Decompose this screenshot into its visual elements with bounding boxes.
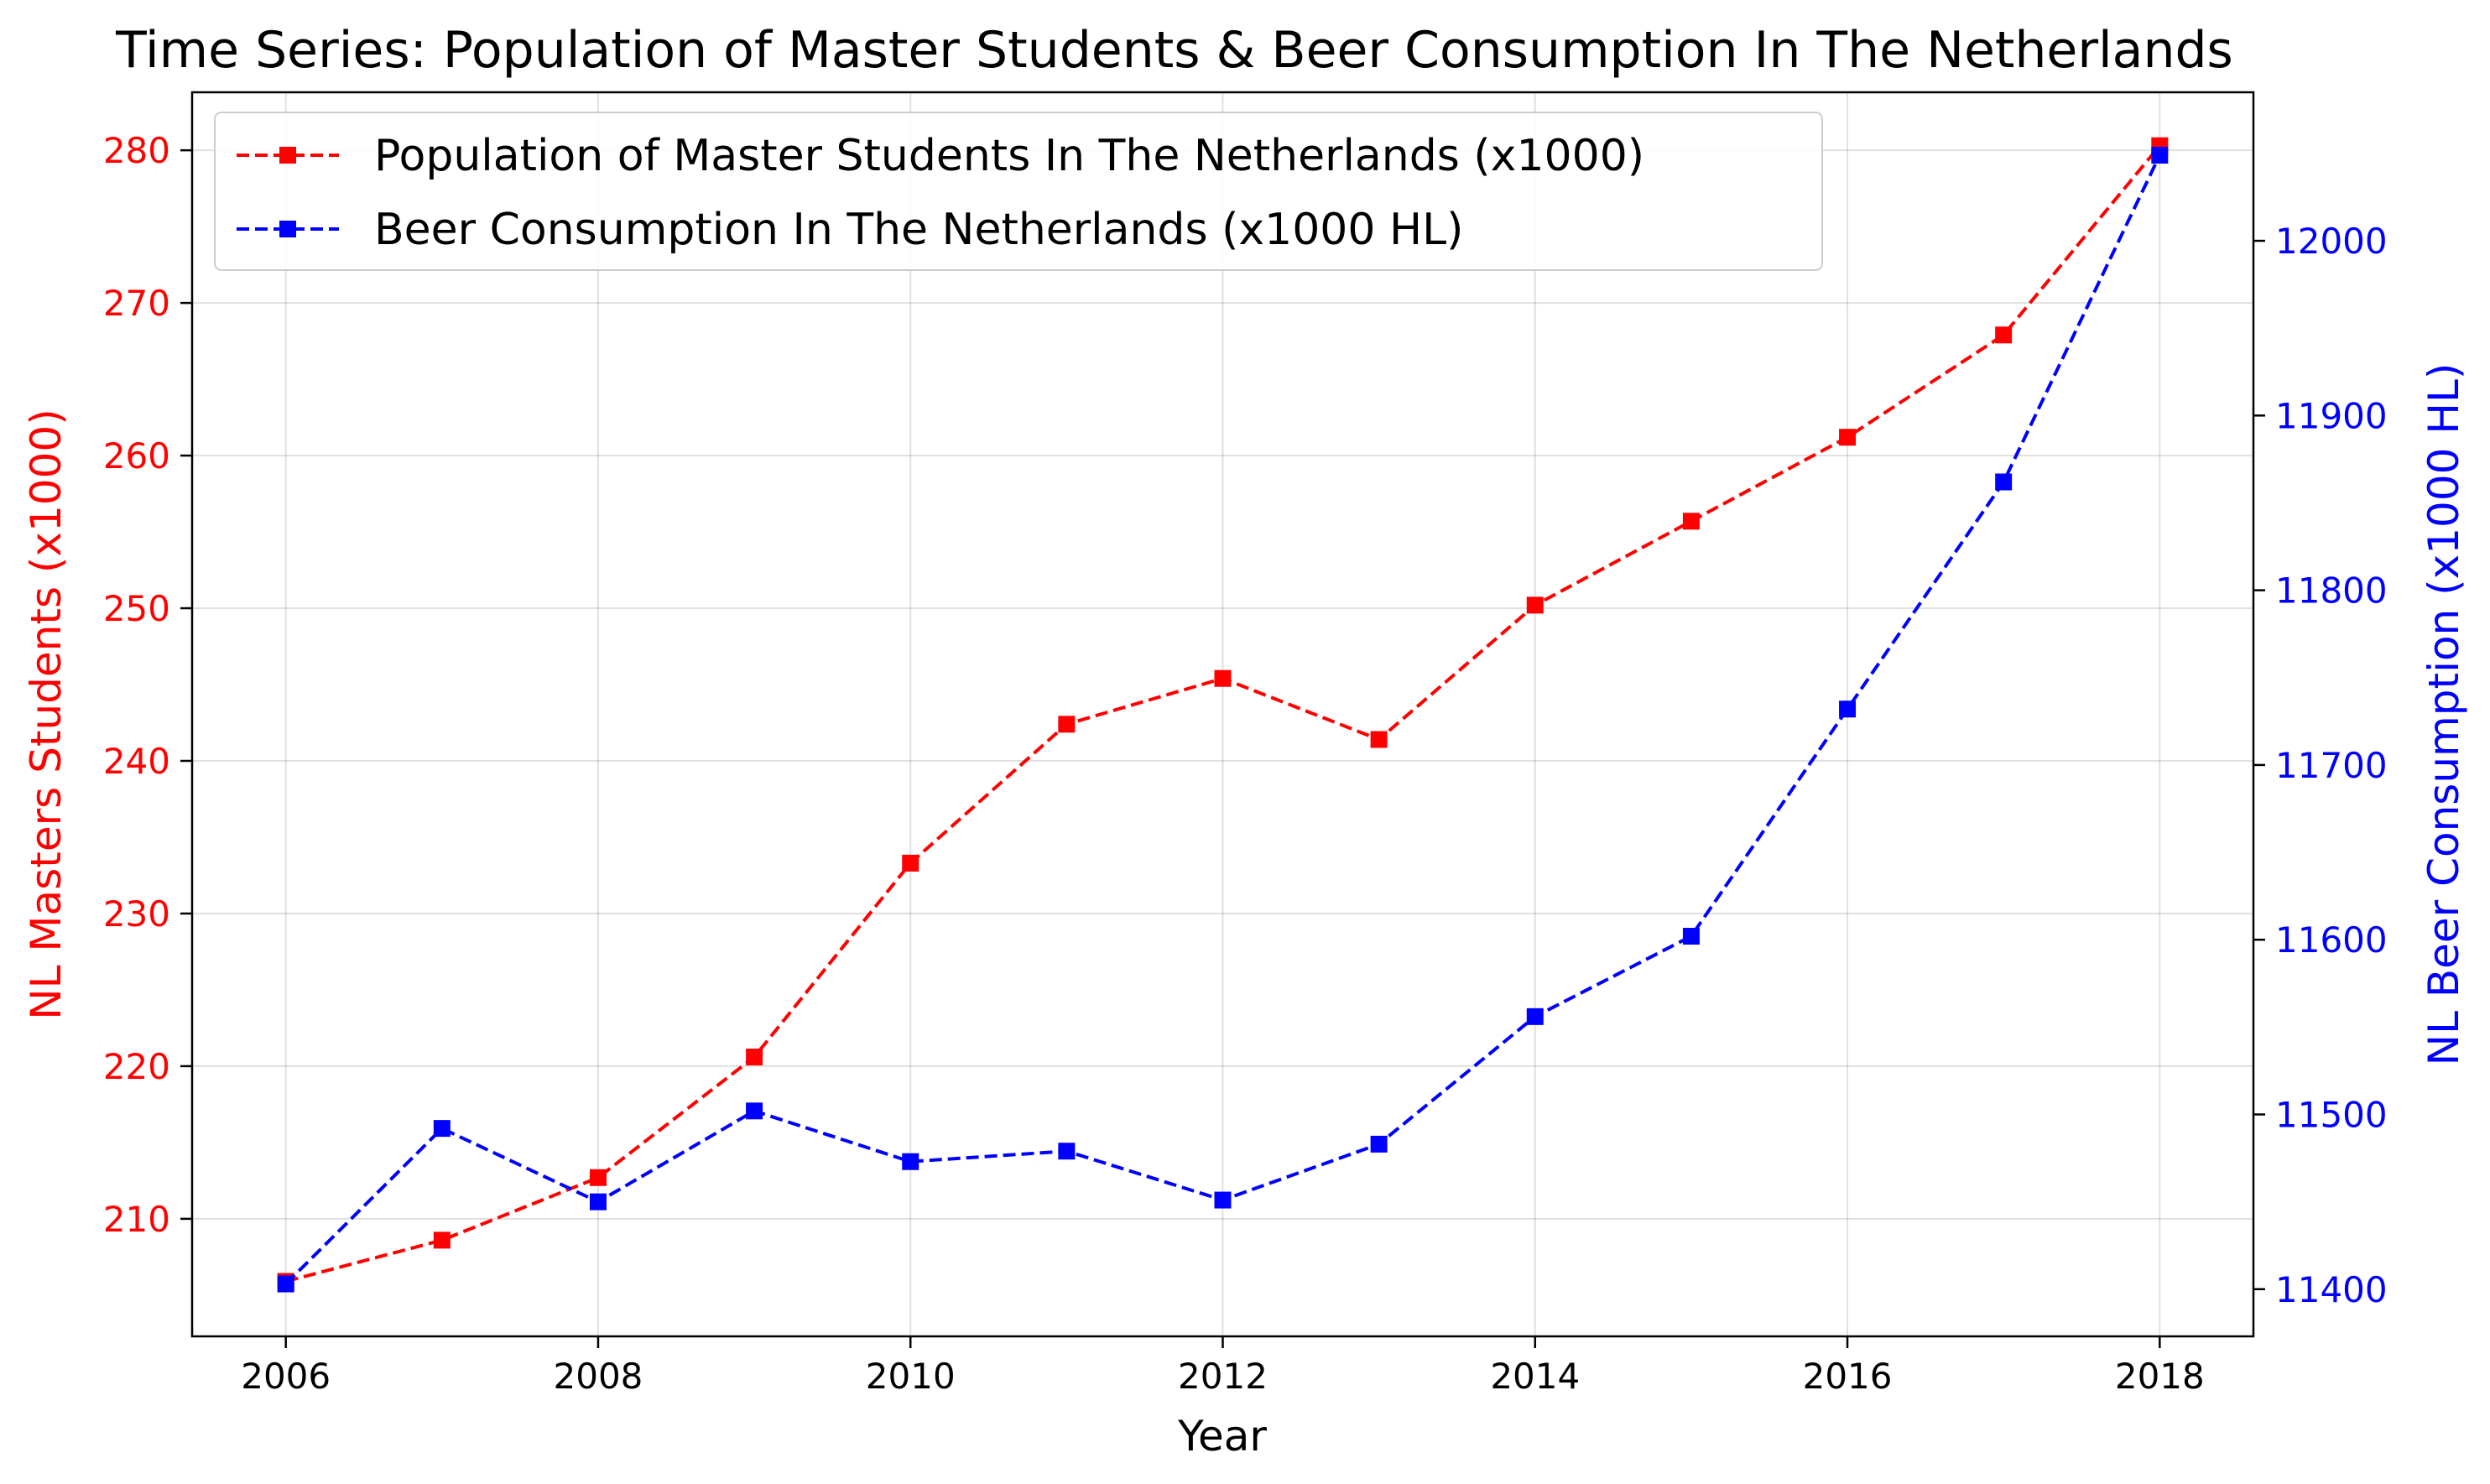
x-tick-label: 2012 — [1178, 1356, 1268, 1397]
data-point — [1526, 1008, 1544, 1025]
right-y-tick-label: 11400 — [2275, 1269, 2388, 1310]
x-tick-label: 2018 — [2115, 1356, 2205, 1397]
data-point — [902, 854, 919, 872]
data-point — [902, 1153, 919, 1170]
left-y-tick-label: 250 — [103, 588, 170, 629]
series-layer — [277, 137, 2169, 1293]
x-tick-label: 2010 — [866, 1356, 956, 1397]
left-y-tick-label: 260 — [103, 435, 170, 476]
left-y-tick-label: 280 — [103, 130, 170, 171]
x-axis-label: Year — [1177, 1412, 1267, 1461]
data-point — [1370, 731, 1388, 748]
legend-marker — [279, 147, 296, 164]
legend-item: Beer Consumption In The Netherlands (x10… — [237, 205, 1463, 255]
left-y-tick-label: 230 — [103, 893, 170, 935]
data-point — [433, 1231, 451, 1249]
legend-label: Population of Master Students In The Net… — [374, 131, 1644, 181]
data-point — [1058, 1143, 1076, 1160]
right-y-axis-label: NL Beer Consumption (x1000 HL) — [2420, 363, 2468, 1066]
data-point — [1682, 513, 1700, 530]
x-tick-label: 2006 — [241, 1356, 331, 1397]
data-point — [1839, 429, 1857, 446]
data-point — [433, 1120, 451, 1138]
legend-label: Beer Consumption In The Netherlands (x10… — [374, 205, 1463, 255]
right-y-tick-label: 11600 — [2275, 919, 2388, 961]
data-point — [746, 1102, 763, 1120]
data-point — [1214, 669, 1232, 687]
left-y-axis-label: NL Masters Students (x1000) — [22, 409, 70, 1019]
right-y-tick-label: 11500 — [2275, 1094, 2388, 1135]
data-point — [2151, 146, 2169, 164]
x-axis-ticks: 2006 2008 2010 2012 2014 2016 2018 — [241, 1336, 2205, 1397]
legend-marker — [279, 221, 296, 237]
right-y-axis-ticks: 11400 11500 11600 11700 11800 11900 12000 — [2253, 221, 2388, 1310]
data-point — [589, 1193, 607, 1211]
data-point — [589, 1169, 607, 1186]
left-y-tick-label: 210 — [103, 1199, 170, 1240]
data-point — [1839, 700, 1857, 718]
right-y-tick-label: 12000 — [2275, 221, 2388, 262]
data-point — [1526, 596, 1544, 614]
x-tick-label: 2016 — [1803, 1356, 1893, 1397]
left-y-axis-ticks: 210 220 230 240 250 260 270 280 — [103, 130, 192, 1240]
right-y-tick-label: 11700 — [2275, 745, 2388, 786]
x-tick-label: 2014 — [1490, 1356, 1580, 1397]
data-point — [1058, 716, 1076, 733]
legend-item: Population of Master Students In The Net… — [237, 131, 1644, 181]
left-y-tick-label: 270 — [103, 283, 170, 324]
data-point — [1682, 928, 1700, 945]
data-point — [1370, 1135, 1388, 1153]
chart-title: Time Series: Population of Master Studen… — [115, 21, 2233, 80]
left-y-tick-label: 240 — [103, 741, 170, 782]
data-point — [1214, 1191, 1232, 1209]
series-2 — [277, 146, 2169, 1293]
right-y-tick-label: 11800 — [2275, 570, 2388, 612]
legend-box — [214, 112, 1823, 271]
series-1 — [277, 137, 2169, 1290]
data-point — [746, 1049, 763, 1066]
data-point — [277, 1275, 294, 1293]
x-tick-label: 2008 — [554, 1356, 643, 1397]
left-y-tick-label: 220 — [103, 1046, 170, 1087]
data-point — [1995, 473, 2013, 491]
data-point — [1995, 326, 2013, 344]
legend: Population of Master Students In The Net… — [214, 112, 1823, 271]
right-y-tick-label: 11900 — [2275, 395, 2388, 436]
